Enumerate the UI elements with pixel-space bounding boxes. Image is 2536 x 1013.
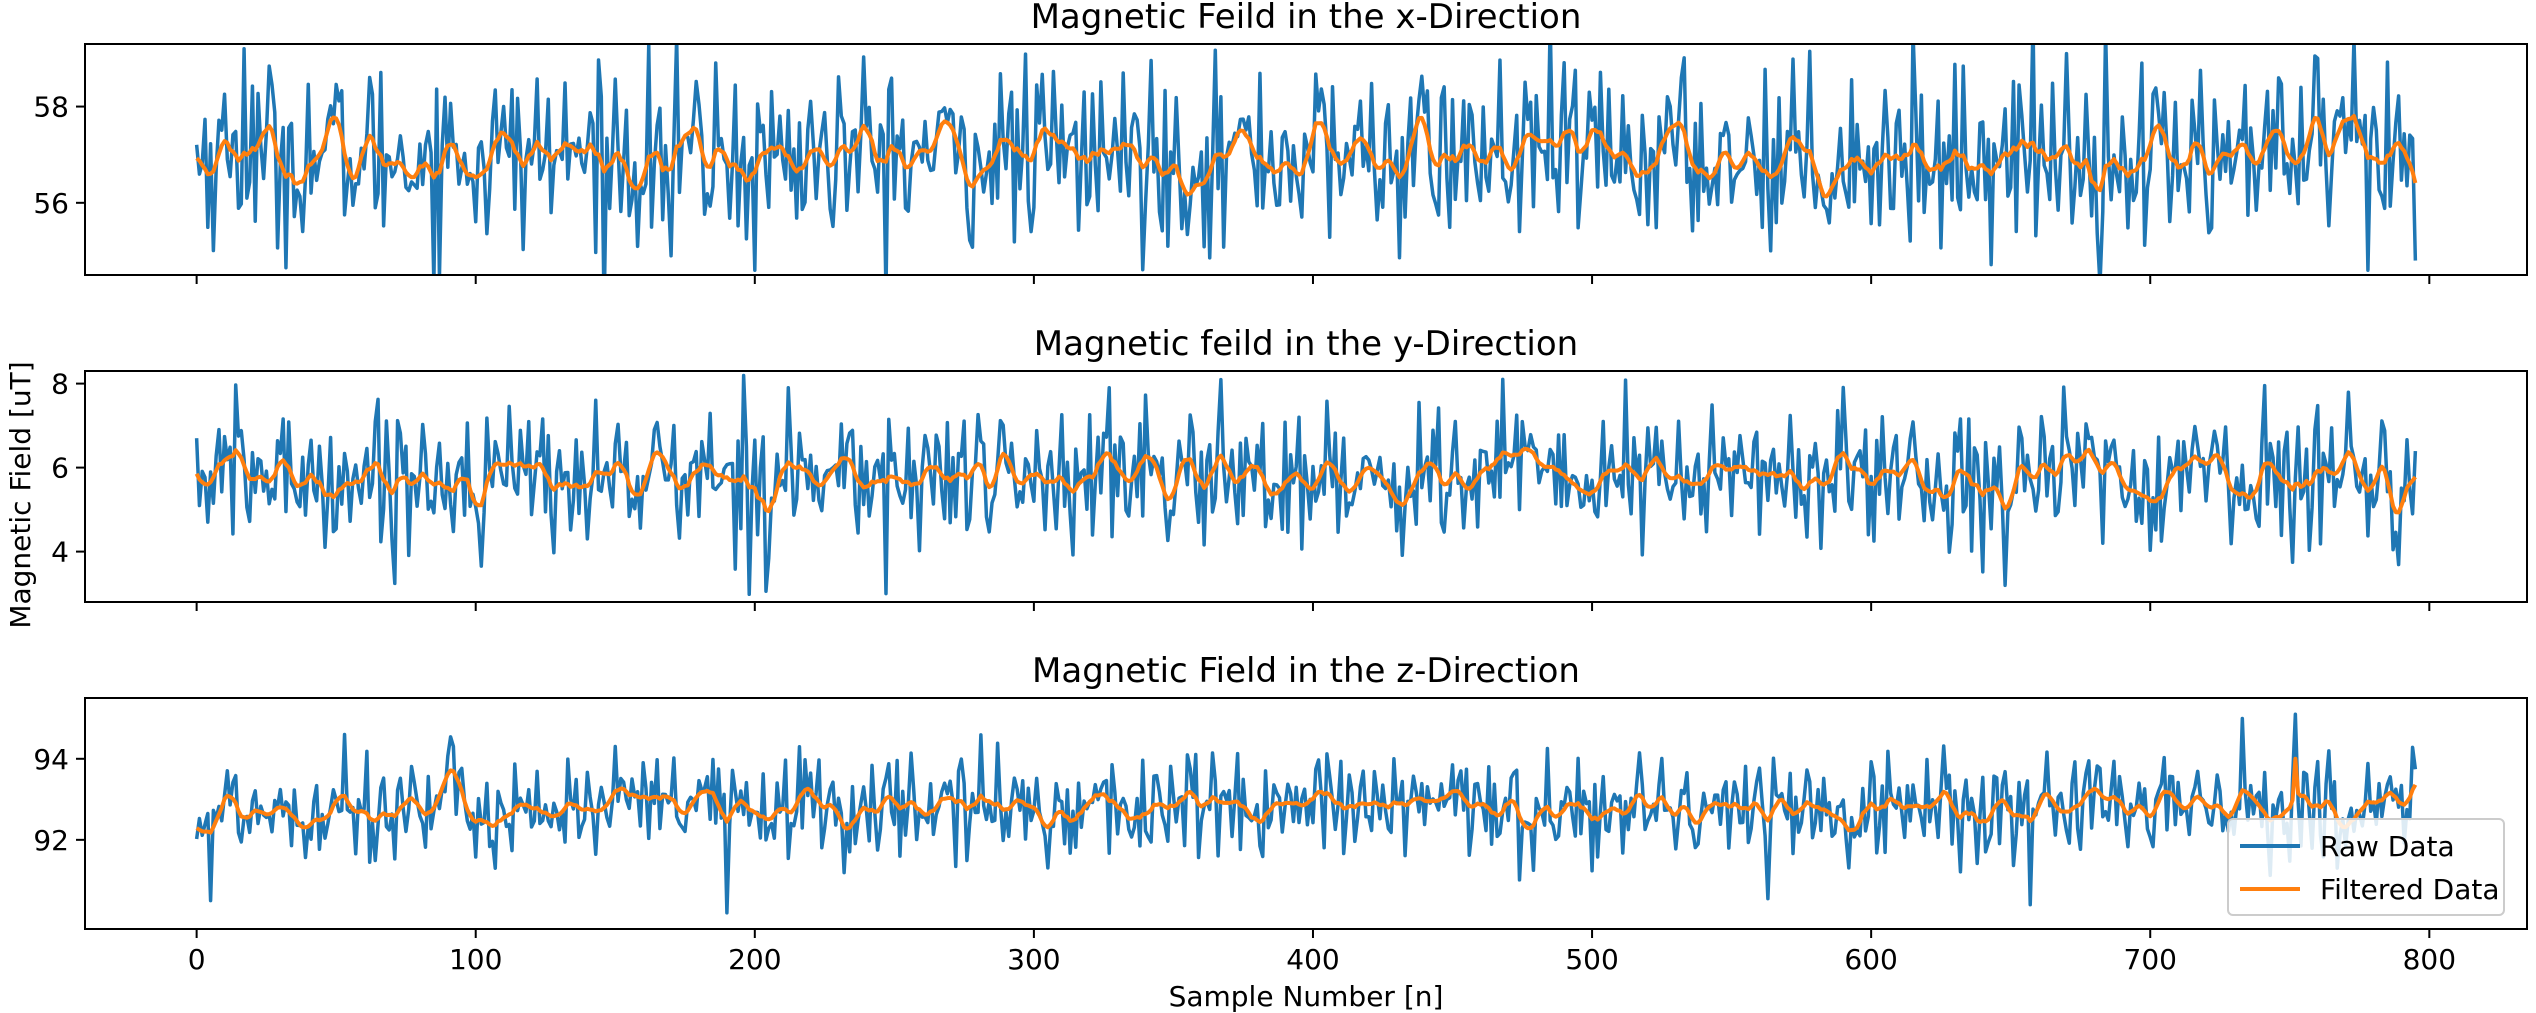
y-tick-label-y: 8 <box>51 368 69 401</box>
legend-filtered-label: Filtered Data <box>2320 873 2499 906</box>
plot-area-y: 4 6 8 <box>51 368 2528 611</box>
axes-frame-x <box>84 43 2528 276</box>
panel-z-direction: Magnetic Field in the z-Direction 92 94 0 1… <box>33 651 2528 976</box>
legend-raw-label: Raw Data <box>2320 830 2455 863</box>
y-tick-label-x: 56 <box>33 187 69 220</box>
plot-area-z: 92 94 0 100 200 300 400 500 600 700 800 <box>33 697 2528 976</box>
y-tick-label-y: 6 <box>51 452 69 485</box>
y-tick-label-y: 4 <box>51 536 69 569</box>
x-tick-label: 700 <box>2124 943 2177 976</box>
x-tick-label: 100 <box>449 943 502 976</box>
plot-area-x: 56 58 <box>33 43 2528 284</box>
axes-frame-y <box>84 370 2528 603</box>
panel-x-direction: Magnetic Feild in the x-Direction 56 58 <box>33 0 2528 284</box>
x-tick-label: 800 <box>2403 943 2456 976</box>
series-filtered-y <box>194 446 2417 515</box>
y-tick-label-z: 92 <box>33 824 69 857</box>
y-axis-label: Magnetic Field [uT] <box>4 361 37 628</box>
legend: Raw Data Filtered Data <box>2227 818 2505 916</box>
x-tick-label: 400 <box>1286 943 1339 976</box>
y-tick-label-z: 94 <box>33 743 69 776</box>
series-group-x <box>194 44 2418 275</box>
series-group-z <box>194 712 2418 915</box>
panel-title-x: Magnetic Feild in the x-Direction <box>1031 0 1582 37</box>
x-tick-label: 0 <box>188 943 206 976</box>
panel-title-z: Magnetic Field in the z-Direction <box>1032 651 1580 691</box>
x-tick-label: 600 <box>1844 943 1897 976</box>
series-raw-x <box>194 44 2418 275</box>
x-tick-label: 200 <box>728 943 781 976</box>
x-tick-label: 300 <box>1007 943 1060 976</box>
series-raw-z <box>194 712 2418 915</box>
x-axis-label: Sample Number [n] <box>1169 980 1444 1013</box>
axes-frame-z <box>84 697 2528 930</box>
panel-y-direction: Magnetic feild in the y-Direction 4 6 8 <box>51 324 2528 611</box>
series-filtered-z <box>195 756 2418 835</box>
y-tick-label-x: 58 <box>33 91 69 124</box>
series-group-y <box>194 373 2418 597</box>
x-tick-label: 500 <box>1565 943 1618 976</box>
panel-title-y: Magnetic feild in the y-Direction <box>1034 324 1578 364</box>
series-filtered-x <box>195 114 2418 199</box>
